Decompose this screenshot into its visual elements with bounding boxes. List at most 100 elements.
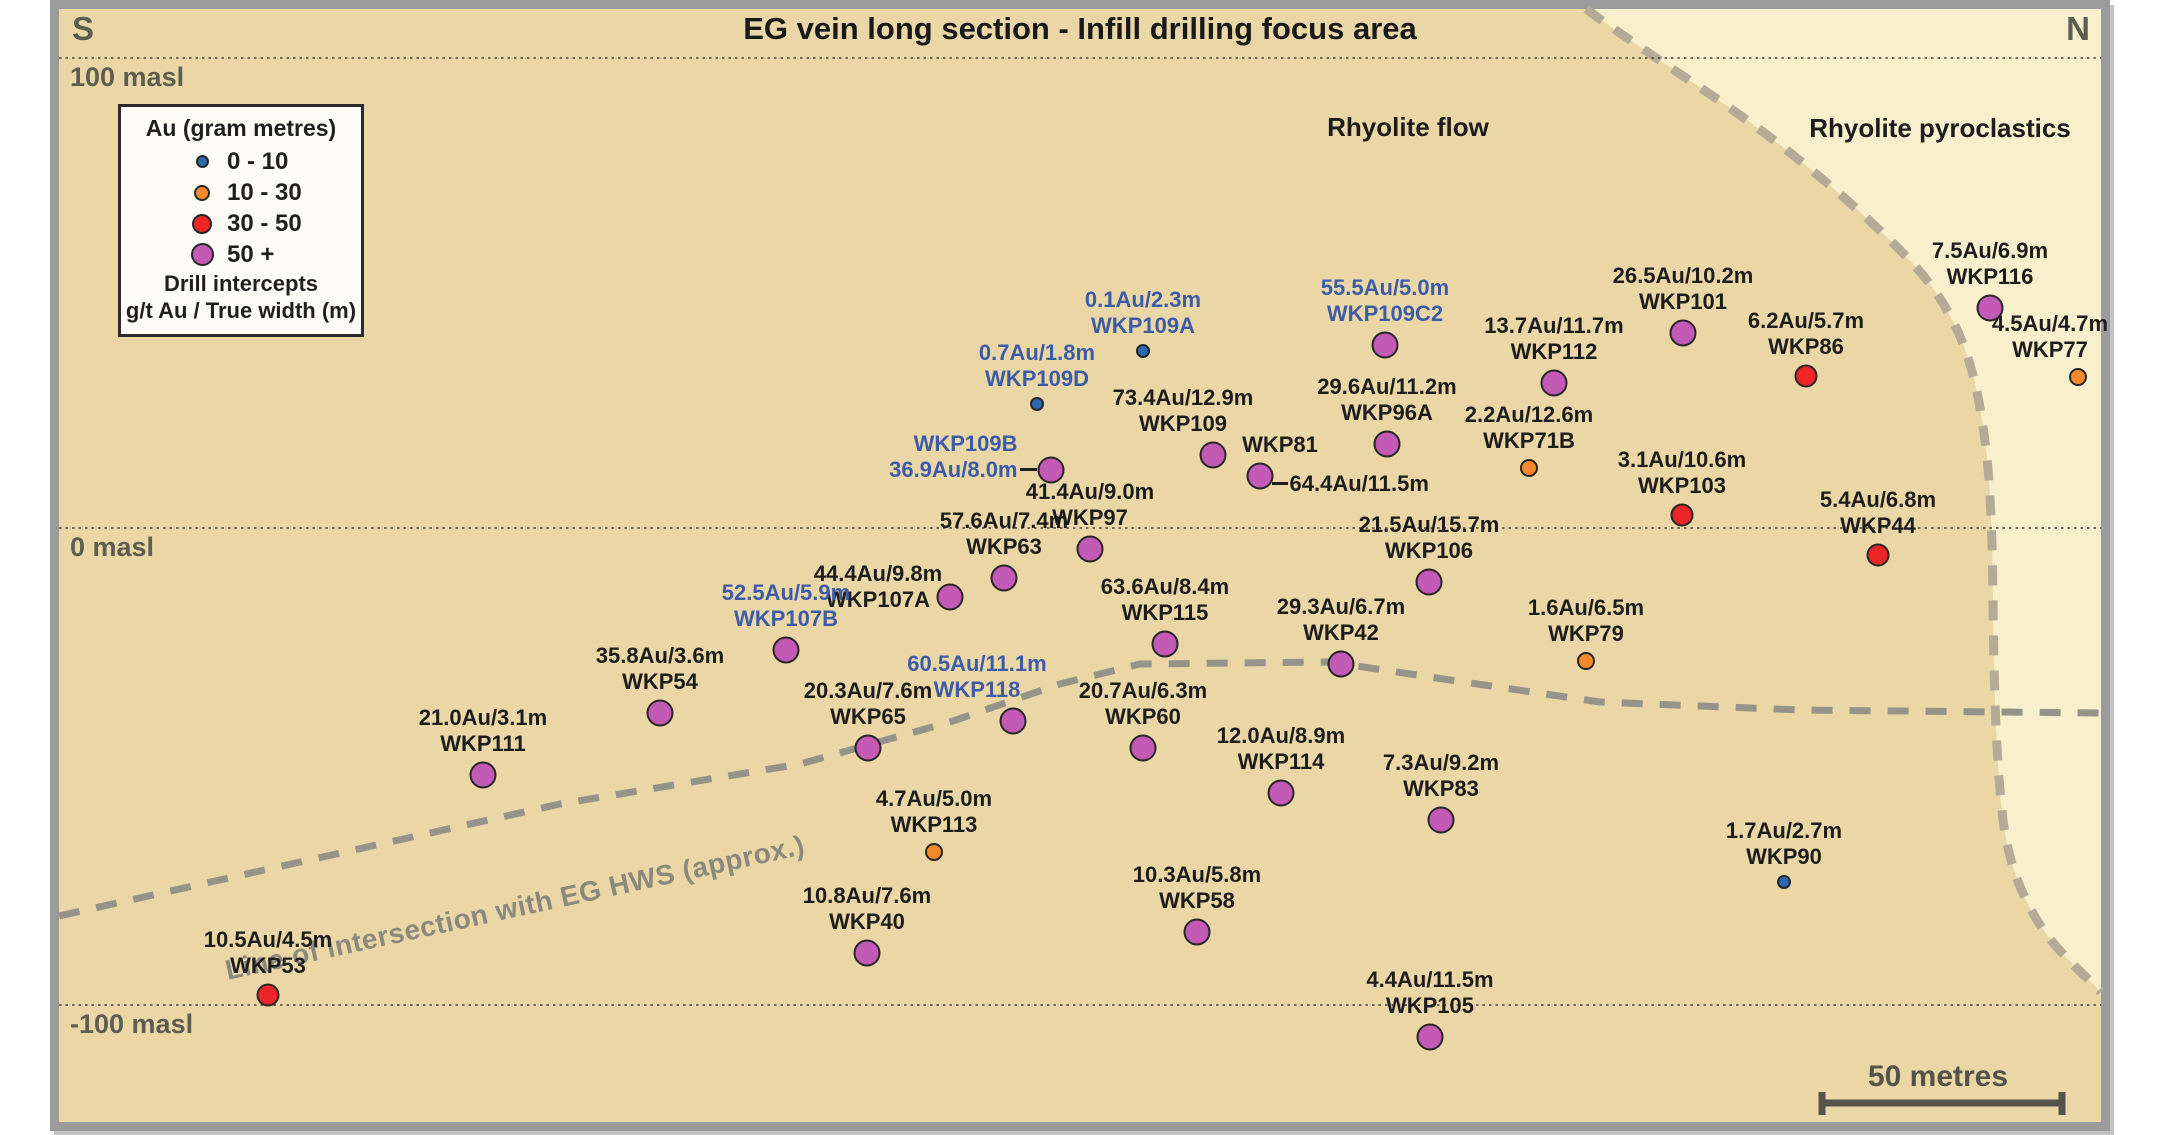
- intercept-dot-WKP115: [1151, 630, 1179, 658]
- intercept-dot-WKP86: [1794, 364, 1818, 388]
- label-connector: [1271, 482, 1288, 485]
- intercept-dot-WKP109B: [1037, 456, 1065, 484]
- north-label: N: [2066, 10, 2090, 47]
- scale-bar-label: 50 metres: [1867, 1060, 2009, 1093]
- intercept-dot-WKP118: [999, 707, 1027, 735]
- intercept-label-WKP81: WKP81: [1242, 431, 1318, 457]
- intercept-grade-label-WKP81: 64.4Au/11.5m: [1289, 471, 1429, 496]
- intercept-dot-WKP113: [925, 843, 943, 861]
- legend-note-line1: Drill intercepts: [163, 271, 319, 296]
- intercept-label-WKP86: 6.2Au/5.7m WKP86: [1747, 307, 1865, 359]
- intercept-dot-WKP109A: [1136, 344, 1150, 358]
- intercept-dot-WKP107B: [772, 636, 800, 664]
- intercept-dot-WKP42: [1327, 650, 1355, 678]
- intercept-dot-WKP60: [1129, 734, 1157, 762]
- intercept-dot-WKP81: [1246, 462, 1274, 490]
- intercept-dot-WKP40: [853, 939, 881, 967]
- region-label-rhyolite-pyroclastics: Rhyolite pyroclastics: [1809, 113, 2071, 143]
- chart-title: EG vein long section - Infill drilling f…: [743, 11, 1417, 46]
- intercept-label-WKP111: 21.0Au/3.1m WKP111: [418, 704, 548, 756]
- intercept-label-WKP107B: 52.5Au/5.9m WKP107B: [721, 579, 851, 631]
- intercept-dot-WKP53: [256, 983, 280, 1007]
- intercept-dot-WKP106: [1415, 568, 1443, 596]
- legend-dot-wrap: [185, 155, 219, 168]
- legend-row-30-50: 30 - 50: [121, 208, 361, 239]
- intercept-label-WKP97: 41.4Au/9.0m WKP97: [1025, 478, 1155, 530]
- intercept-dot-WKP101: [1669, 319, 1697, 347]
- intercept-dot-WKP114: [1267, 779, 1295, 807]
- intercept-label-WKP109: 73.4Au/12.9m WKP109: [1112, 384, 1254, 436]
- intercept-label-WKP60: 20.7Au/6.3m WKP60: [1078, 677, 1208, 729]
- intercept-dot-WKP109C2: [1371, 331, 1399, 359]
- legend-box: Au (gram metres) 0 - 10 10 - 30 30 - 50 50 …: [118, 104, 364, 337]
- intercept-dot-WKP83: [1427, 806, 1455, 834]
- intercept-label-WKP40: 10.8Au/7.6m WKP40: [802, 882, 932, 934]
- legend-dot-icon-30-50: [192, 213, 212, 234]
- intercept-label-WKP53: 10.5Au/4.5m WKP53: [203, 926, 333, 978]
- intercept-dot-WKP112: [1540, 369, 1568, 397]
- label-connector: [1019, 468, 1037, 471]
- legend-dot-wrap: [185, 184, 219, 201]
- legend-range-label: 30 - 50: [227, 209, 302, 237]
- intercept-label-WKP77: 4.5Au/4.7m WKP77: [1991, 311, 2109, 362]
- intercept-dot-WKP44: [1866, 543, 1890, 567]
- legend-row-50+: 50 +: [121, 239, 361, 270]
- legend-dot-icon-10-30: [194, 184, 210, 201]
- legend-dot-icon-50+: [190, 243, 214, 266]
- legend-range-label: 0 - 10: [227, 147, 289, 175]
- intercept-label-WKP109C2: 55.5Au/5.0m WKP109C2: [1320, 274, 1450, 326]
- intercept-dot-WKP109: [1199, 441, 1227, 469]
- elevation-label: 100 masl: [70, 62, 185, 92]
- intercept-label-WKP109D: 0.7Au/1.8m WKP109D: [978, 340, 1096, 391]
- legend-dot-wrap: [185, 243, 219, 266]
- intercept-dot-WKP54: [646, 699, 674, 727]
- legend-title: Au (gram metres): [145, 115, 337, 141]
- intercept-label-WKP83: 7.3Au/9.2m WKP83: [1382, 749, 1500, 801]
- intercept-dot-WKP103: [1670, 503, 1694, 527]
- intercept-dot-WKP116: [1976, 294, 2004, 322]
- intercept-label-WKP42: 29.3Au/6.7m WKP42: [1276, 593, 1406, 645]
- intercept-dot-WKP63: [990, 564, 1018, 592]
- elevation-label: -100 masl: [70, 1009, 194, 1039]
- elevation-label: 0 masl: [70, 532, 155, 562]
- intercept-label-WKP112: 13.7Au/11.7m WKP112: [1484, 312, 1624, 364]
- legend-rows: 0 - 10 10 - 30 30 - 50 50 +: [121, 146, 361, 270]
- intercept-dot-WKP90: [1777, 875, 1791, 889]
- intercept-label-WKP90: 1.7Au/2.7m WKP90: [1725, 818, 1843, 869]
- intercept-dot-WKP58: [1183, 918, 1211, 946]
- legend-dot-wrap: [185, 213, 219, 234]
- intercept-label-WKP106: 21.5Au/15.7m WKP106: [1358, 511, 1500, 563]
- intercept-label-WKP118: 60.5Au/11.1m WKP118: [907, 650, 1047, 702]
- legend-row-10-30: 10 - 30: [121, 177, 361, 208]
- intercept-dot-WKP71B: [1520, 459, 1538, 477]
- intercept-label-WKP58: 10.3Au/5.8m WKP58: [1132, 861, 1262, 913]
- intercept-label-WKP44: 5.4Au/6.8m WKP44: [1819, 486, 1937, 538]
- legend-note-line2: g/t Au / True width (m): [125, 298, 357, 323]
- intercept-label-WKP105: 4.4Au/11.5m WKP105: [1366, 966, 1494, 1018]
- intercept-dot-WKP79: [1577, 652, 1595, 670]
- intercept-label-WKP54: 35.8Au/3.6m WKP54: [595, 642, 725, 694]
- intercept-label-WKP113: 4.7Au/5.0m WKP113: [875, 786, 993, 837]
- intercept-dot-WKP97: [1076, 535, 1104, 563]
- intercept-label-WKP109A: 0.1Au/2.3m WKP109A: [1084, 287, 1202, 338]
- intercept-label-WKP96A: 29.6Au/11.2m WKP96A: [1317, 373, 1457, 425]
- intercept-label-WKP115: 63.6Au/8.4m WKP115: [1100, 573, 1230, 625]
- intercept-dot-WKP107A: [936, 583, 964, 611]
- intercept-dot-WKP105: [1416, 1023, 1444, 1051]
- south-label: S: [72, 10, 95, 47]
- intercept-label-WKP107A: 44.4Au/9.8m WKP107A: [813, 560, 943, 612]
- intercept-label-WKP103: 3.1Au/10.6m WKP103: [1617, 446, 1747, 498]
- intercept-label-WKP63: 57.6Au/7.4m WKP63: [939, 507, 1069, 559]
- intercept-label-WKP71B: 2.2Au/12.6m WKP71B: [1464, 402, 1594, 453]
- intercept-dot-WKP77: [2069, 368, 2087, 386]
- legend-row-0-10: 0 - 10: [121, 146, 361, 177]
- legend-dot-icon-0-10: [195, 155, 209, 168]
- legend-range-label: 50 +: [227, 240, 275, 268]
- intercept-dot-WKP96A: [1373, 430, 1401, 458]
- intercept-label-WKP109B: WKP109B 36.9Au/8.0m: [889, 431, 1018, 482]
- intercept-dot-WKP111: [469, 761, 497, 789]
- intercept-dot-WKP65: [854, 734, 882, 762]
- intercept-label-WKP116: 7.5Au/6.9m WKP116: [1931, 237, 2049, 289]
- intercept-label-WKP114: 12.0Au/8.9m WKP114: [1216, 722, 1346, 774]
- intercept-label-WKP79: 1.6Au/6.5m WKP79: [1527, 595, 1645, 646]
